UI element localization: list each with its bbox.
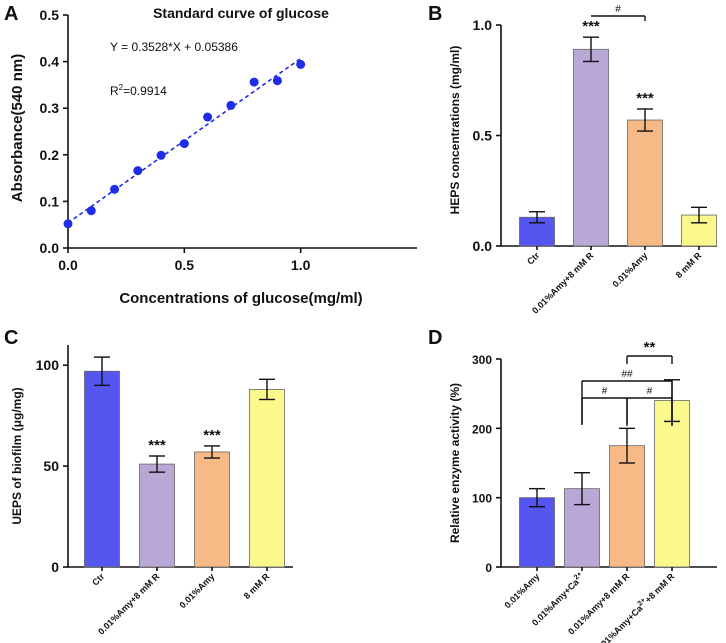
y-tick-label: 100 [36,357,60,373]
panel-d-letter: D [428,327,442,349]
data-point [63,219,73,229]
panel-c-y-ticks: 0 50 100 [36,357,68,575]
panel-b-y-ticks: 0.0 0.5 1.0 [473,17,501,254]
panel-a-equation: Y = 0.3528*X + 0.05386 [110,40,238,54]
panel-c-bars [84,356,285,568]
bar [84,370,120,568]
panel-d-y-label: Relative enzyme activity (%) [448,383,462,543]
panel-a-x-label: Concentrations of glucose(mg/ml) [119,290,362,307]
panel-b-significance: *** *** # [582,4,654,107]
panel-c-letter: C [4,327,18,349]
panel-d-y-ticks: 0 100 200 300 [472,353,501,575]
category-label: 8 mM R [674,250,704,280]
bar [249,388,285,568]
bar [609,445,645,568]
category-label: 8 mM R [242,571,272,601]
data-point [203,112,213,122]
data-point [272,76,282,86]
bar [654,400,690,568]
significance-label: *** [203,427,221,444]
data-point [226,100,236,110]
comparison-label: ** [644,339,656,356]
category-label: Ctr [90,571,107,588]
x-tick-label: 0.5 [175,257,195,273]
panel-a: A Standard curve of glucose Y = 0.3528*X… [4,3,417,307]
panel-b-bars [519,36,717,247]
data-point [133,166,143,176]
y-tick-label: 0.2 [40,147,60,163]
y-tick-label: 0 [51,559,59,575]
y-tick-label: 0.1 [40,193,60,209]
panel-a-letter: A [4,3,18,25]
panel-a-title: Standard curve of glucose [153,5,329,21]
bar [573,48,609,247]
y-tick-label: 0.0 [473,238,493,254]
panel-d: D 0 100 200 300 0.01%Amy0.01%Amy+Ca2+0.01%A… [428,327,717,643]
panel-a-y-ticks: 0.0 0.1 0.2 0.3 0.4 0.5 [40,7,68,256]
bar [194,451,230,568]
significance-label: *** [582,18,600,35]
y-tick-label: 0.0 [40,240,60,256]
x-tick-label: 0.0 [58,257,78,273]
data-point [296,59,306,69]
panel-a-r2: R2=0.9914 [110,83,167,98]
y-tick-label: 200 [472,422,492,436]
category-label: 0.01%Amy+8 mM R [530,250,596,316]
panel-b-letter: B [428,3,442,25]
panel-c-significance: *** *** [148,427,221,454]
comparison-label: # [602,386,608,397]
comparison-label: # [615,4,621,15]
significance-label: *** [636,90,654,107]
data-point [110,184,120,194]
y-tick-label: 100 [472,492,492,506]
category-label: 0.01%Amy [611,250,650,289]
bar [627,119,663,247]
comparison-label: # [647,386,653,397]
data-point [86,206,96,216]
y-tick-label: 0.3 [40,100,60,116]
data-point [179,139,189,149]
panel-b-y-label: HEPS concentrations (mg/ml) [448,46,462,215]
data-point [249,77,259,87]
x-tick-label: 1.0 [291,257,311,273]
y-tick-label: 0.5 [473,128,493,144]
y-tick-label: 0.5 [40,7,60,23]
y-tick-label: 50 [43,458,59,474]
y-tick-label: 0 [485,561,492,575]
panel-a-x-ticks: 0.0 0.5 1.0 [58,248,311,273]
panel-a-points [63,59,306,229]
bar [519,497,555,568]
bar [139,463,175,568]
y-tick-label: 0.4 [40,54,60,70]
panel-d-bars [519,379,690,568]
comparison-label: ## [621,369,633,380]
y-tick-label: 300 [472,353,492,367]
panel-a-y-label: Absorbance(540 nm) [9,54,26,202]
category-label: 0.01%Amy+Ca2++8 mM R [593,570,677,643]
panel-d-significance: ####** [581,339,673,426]
data-point [156,150,166,160]
significance-label: *** [148,437,166,454]
panel-c-y-label: UEPS of biofilm (μg/mg) [10,387,24,524]
category-label: 0.01%Amy+8 mM R [96,571,162,637]
y-tick-label: 1.0 [473,17,493,33]
category-label: 0.01%Amy [178,571,217,610]
category-label: Ctr [525,250,542,267]
category-label: 0.01%Amy [503,571,542,610]
